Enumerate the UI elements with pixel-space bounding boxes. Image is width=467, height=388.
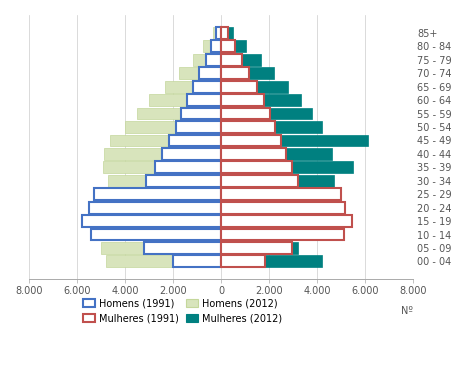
Bar bbox=[103, 161, 221, 173]
Bar bbox=[111, 135, 221, 146]
Bar bbox=[221, 135, 368, 146]
Bar bbox=[221, 202, 345, 213]
Bar bbox=[116, 215, 221, 227]
Bar bbox=[144, 242, 221, 254]
Bar bbox=[221, 148, 286, 160]
Bar bbox=[221, 215, 352, 227]
Bar bbox=[221, 121, 275, 133]
Bar bbox=[221, 68, 249, 79]
Bar bbox=[147, 175, 221, 187]
Bar bbox=[199, 68, 221, 79]
Bar bbox=[211, 40, 221, 52]
Bar bbox=[193, 54, 221, 66]
Bar bbox=[187, 94, 221, 106]
Bar bbox=[113, 188, 221, 200]
Bar bbox=[155, 161, 221, 173]
Bar bbox=[221, 94, 302, 106]
Bar bbox=[221, 242, 292, 254]
Bar bbox=[221, 229, 344, 241]
Bar bbox=[162, 148, 221, 160]
Bar bbox=[221, 229, 332, 241]
Bar bbox=[221, 94, 264, 106]
Bar bbox=[176, 121, 221, 133]
Bar bbox=[221, 215, 322, 227]
Bar bbox=[221, 255, 322, 267]
Bar bbox=[216, 27, 221, 39]
Bar bbox=[203, 40, 221, 52]
Bar bbox=[170, 135, 221, 146]
Text: Nº: Nº bbox=[401, 306, 413, 316]
Bar bbox=[221, 54, 261, 66]
Bar bbox=[221, 40, 246, 52]
Bar bbox=[82, 215, 221, 227]
Bar bbox=[125, 121, 221, 133]
Bar bbox=[221, 81, 257, 93]
Bar bbox=[221, 188, 332, 200]
Bar bbox=[221, 27, 228, 39]
Bar bbox=[221, 202, 325, 213]
Bar bbox=[149, 94, 221, 106]
Bar bbox=[173, 255, 221, 267]
Bar bbox=[221, 242, 298, 254]
Bar bbox=[193, 81, 221, 93]
Bar bbox=[212, 27, 221, 39]
Bar bbox=[205, 54, 221, 66]
Bar bbox=[221, 40, 235, 52]
Bar bbox=[221, 54, 242, 66]
Bar bbox=[221, 27, 233, 39]
Bar bbox=[106, 255, 221, 267]
Bar bbox=[89, 202, 221, 213]
Bar bbox=[105, 148, 221, 160]
Bar bbox=[221, 175, 298, 187]
Bar bbox=[221, 107, 312, 120]
Bar bbox=[108, 175, 221, 187]
Bar bbox=[221, 255, 265, 267]
Bar bbox=[115, 202, 221, 213]
Bar bbox=[179, 68, 221, 79]
Bar bbox=[93, 188, 221, 200]
Bar bbox=[221, 161, 353, 173]
Bar bbox=[221, 188, 341, 200]
Bar bbox=[91, 229, 221, 241]
Bar bbox=[221, 81, 288, 93]
Bar bbox=[221, 68, 274, 79]
Bar bbox=[221, 135, 281, 146]
Bar bbox=[221, 148, 332, 160]
Bar bbox=[181, 107, 221, 120]
Bar bbox=[137, 107, 221, 120]
Bar bbox=[221, 107, 270, 120]
Bar bbox=[221, 175, 334, 187]
Legend: Homens (1991), Mulheres (1991), Homens (2012), Mulheres (2012): Homens (1991), Mulheres (1991), Homens (… bbox=[79, 294, 286, 327]
Bar bbox=[221, 121, 322, 133]
Bar bbox=[101, 242, 221, 254]
Bar bbox=[164, 81, 221, 93]
Bar bbox=[107, 229, 221, 241]
Bar bbox=[221, 161, 292, 173]
